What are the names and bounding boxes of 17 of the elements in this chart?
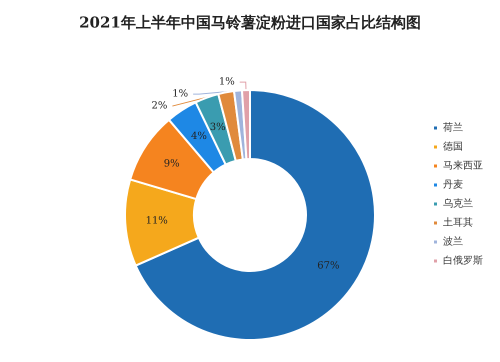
data-label: 11% [146,215,168,226]
data-label: 1% [218,76,235,88]
legend-label: 波兰 [443,236,463,248]
legend-label: 丹麦 [443,178,463,190]
legend-label: 德国 [443,142,463,152]
data-label: 1% [172,88,188,100]
chart-title: 2021年上半年中国马铃薯淀粉进口国家占比结构图 [79,14,421,32]
legend-label: 荷兰 [443,122,463,134]
data-label: 67% [317,260,340,272]
data-label: 4% [191,131,207,142]
data-label: 2% [152,100,168,112]
legend-label: 马来西亚 [443,160,483,172]
data-label: 3% [210,122,226,133]
legend-label: 白俄罗斯 [443,254,483,266]
legend-label: 乌克兰 [443,198,473,210]
legend-label: 土耳其 [443,216,473,228]
data-label: 9% [164,158,180,170]
